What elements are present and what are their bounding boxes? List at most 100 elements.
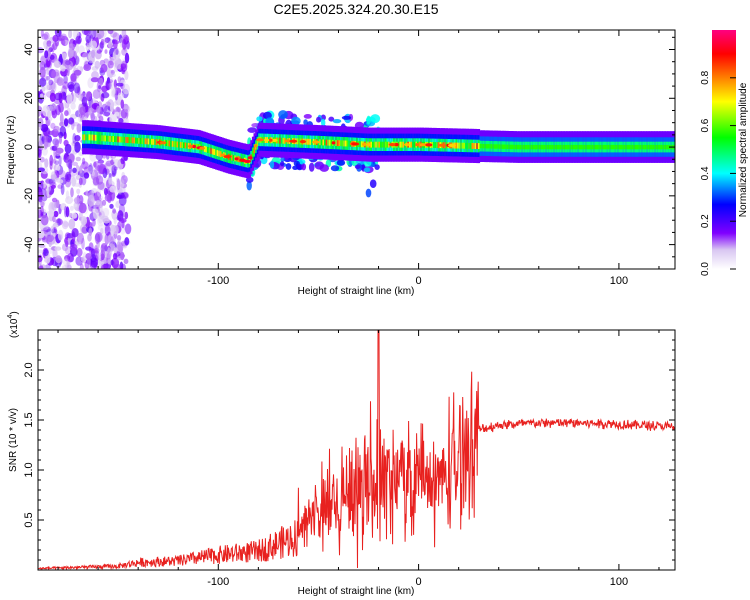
ridge-peak: [425, 143, 432, 147]
noise-speckle: [107, 41, 113, 48]
ridge-cell: [324, 139, 327, 146]
noise-speckle: [111, 86, 117, 95]
ridge-cell: [492, 144, 495, 149]
noise-speckle: [43, 139, 47, 150]
ridge-cell: [610, 144, 614, 150]
noise-speckle: [104, 79, 112, 91]
noise-speckle: [38, 124, 42, 131]
ridge-cell: [154, 139, 157, 145]
noise-speckle: [46, 186, 50, 198]
noise-speckle: [78, 177, 83, 186]
noise-speckle: [56, 77, 64, 86]
ridge-cell: [521, 144, 524, 150]
noise-speckle: [59, 126, 67, 137]
noise-speckle: [66, 173, 72, 181]
spectrogram-x-label: Height of straight line (km): [298, 286, 415, 297]
noise-speckle: [69, 205, 74, 211]
ridge-cell: [518, 144, 521, 150]
noise-speckle: [75, 241, 82, 246]
noise-speckle: [121, 30, 127, 40]
ridge-cell: [485, 144, 489, 149]
ridge-cell: [654, 144, 657, 150]
spectral-blob: [370, 114, 381, 124]
noise-speckle: [69, 243, 78, 251]
noise-speckle: [95, 165, 102, 172]
noise-speckle: [73, 82, 81, 94]
noise-speckle: [62, 81, 70, 90]
ridge-cell: [548, 144, 551, 150]
x-tick-label: 0: [416, 275, 422, 287]
ridge-cell: [550, 144, 553, 150]
noise-speckle: [91, 71, 99, 80]
noise-speckle: [92, 208, 99, 220]
ridge-cell: [397, 141, 400, 148]
ridge-cell: [513, 144, 516, 150]
ridge-cell: [659, 144, 662, 150]
noise-speckle: [54, 30, 62, 37]
ridge-cell: [457, 142, 460, 149]
ridge-cell: [83, 134, 86, 141]
ridge-cell: [631, 144, 634, 150]
noise-speckle: [88, 107, 92, 116]
noise-speckle: [118, 203, 125, 216]
spectral-blob: [296, 163, 303, 170]
ridge-cell: [359, 141, 362, 148]
ridge-cell: [562, 144, 565, 150]
scale-end: ): [9, 311, 20, 314]
ridge-cell: [481, 143, 484, 149]
ridge-cell: [466, 142, 469, 149]
noise-speckle: [53, 125, 60, 132]
ridge-cell: [147, 138, 150, 145]
snr-scale-label: (x104): [7, 311, 20, 338]
noise-speckle: [75, 44, 80, 53]
ridge-peak: [268, 138, 273, 142]
noise-speckle: [94, 231, 103, 243]
ridge-cell: [146, 138, 149, 145]
ridge-peak: [351, 142, 358, 146]
ridge-cell: [532, 144, 535, 150]
ridge-cell: [279, 137, 282, 144]
ridge-cell: [620, 144, 623, 150]
ridge-cell: [176, 141, 179, 148]
noise-speckle: [82, 157, 86, 165]
noise-speckle: [102, 218, 111, 224]
noise-speckle: [101, 199, 107, 206]
spectral-blob: [308, 162, 315, 172]
noise-speckle: [45, 56, 53, 69]
noise-speckle: [38, 190, 43, 199]
noise-speckle: [75, 156, 82, 162]
noise-speckle: [102, 37, 108, 45]
noise-speckle: [59, 112, 64, 125]
ridge-cell: [655, 144, 658, 150]
noise-speckle: [98, 214, 103, 224]
colorbar: [712, 30, 736, 269]
ridge-cell: [527, 144, 530, 150]
noise-speckle: [57, 170, 66, 179]
noise-speckle: [71, 228, 79, 238]
spectral-blob: [363, 167, 371, 173]
noise-speckle: [120, 263, 126, 269]
ridge-cell: [410, 141, 413, 148]
spectral-blob: [247, 127, 257, 133]
ridge-cell: [642, 144, 646, 150]
noise-speckle: [43, 226, 52, 233]
ridge-cell: [649, 144, 652, 150]
noise-speckle: [109, 185, 117, 193]
noise-speckle: [60, 183, 65, 196]
noise-speckle: [80, 52, 88, 58]
ridge-cell: [628, 144, 631, 150]
ridge-cell: [498, 144, 501, 149]
ridge-cell: [122, 136, 125, 143]
noise-speckle: [124, 211, 129, 220]
ridge-cell: [591, 144, 594, 150]
ridge-cell: [175, 141, 178, 148]
ridge-cell: [117, 136, 120, 143]
ridge-cell: [253, 147, 256, 154]
noise-speckle: [53, 60, 61, 68]
ridge-cell: [657, 144, 660, 150]
noise-speckle: [97, 163, 105, 175]
ridge-cell: [586, 144, 590, 150]
noise-speckle: [54, 92, 63, 101]
noise-speckle: [64, 143, 72, 154]
y-tick-label: -40: [23, 237, 35, 253]
